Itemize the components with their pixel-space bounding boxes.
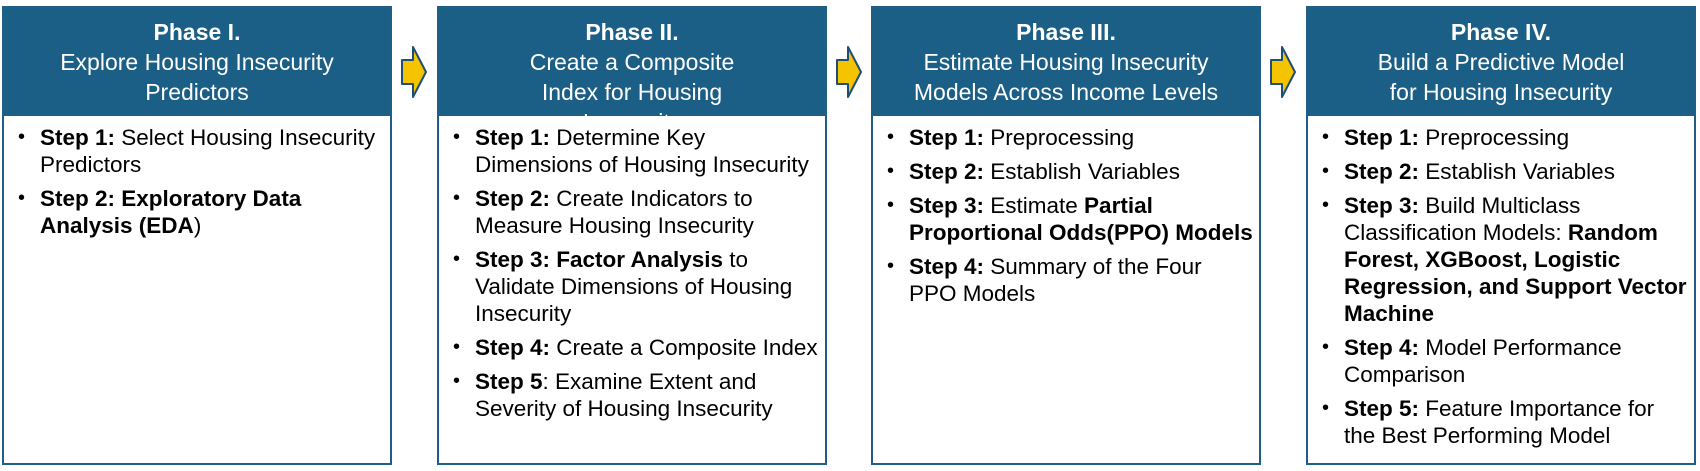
arrow-right-icon: [1270, 46, 1296, 98]
phase-box-4: Phase IV. Build a Predictive Model for H…: [1306, 6, 1696, 465]
step-text: to Validate Dimensions of Housing Insecu…: [475, 247, 793, 326]
phase-box-3: Phase III. Estimate Housing Insecurity M…: [871, 6, 1261, 465]
phase-title-2: Phase II.: [585, 19, 679, 45]
step-item: Step 4: Model Performance Comparison: [1320, 334, 1688, 388]
phase-header-2: Phase II. Create a Composite Index for H…: [439, 8, 825, 135]
phase-header-3: Phase III. Estimate Housing Insecurity M…: [873, 8, 1259, 116]
step-item: Step 1: Determine Key Dimensions of Hous…: [451, 124, 819, 178]
step-item: Step 1: Preprocessing: [885, 124, 1253, 151]
phase-title-1: Phase I.: [153, 19, 241, 45]
step-bold-text: Random Forest, XGBoost, Logistic Regress…: [1344, 220, 1687, 326]
step-bold-text: Step 3:: [1344, 193, 1420, 218]
step-item: Step 2: Exploratory Data Analysis (EDA): [16, 185, 384, 239]
arrow-right-icon: [836, 46, 862, 98]
phase-box-2: Phase II. Create a Composite Index for H…: [437, 6, 827, 465]
step-bold-text: Step 1:: [475, 125, 551, 150]
step-bold-text: Step 2:: [1344, 159, 1420, 184]
step-bold-text: Step 4:: [475, 335, 551, 360]
step-text: Determine Key Dimensions of Housing Inse…: [475, 125, 809, 177]
step-bold-text: Step 4:: [909, 254, 985, 279]
step-item: Step 5: Examine Extent and Severity of H…: [451, 368, 819, 422]
step-item: Step 1: Select Housing Insecurity Predic…: [16, 124, 384, 178]
step-item: Step 4: Create a Composite Index: [451, 334, 819, 361]
step-bold-text: Step 3:: [909, 193, 985, 218]
phase-subtitle-1: Explore Housing Insecurity Predictors: [60, 49, 334, 105]
phase-title-4: Phase IV.: [1450, 19, 1552, 45]
step-item: Step 3: Build Multiclass Classification …: [1320, 192, 1688, 327]
phase-header-4: Phase IV. Build a Predictive Model for H…: [1308, 8, 1694, 116]
step-item: Step 3: Estimate Partial Proportional Od…: [885, 192, 1253, 246]
phase-steps-1: Step 1: Select Housing Insecurity Predic…: [4, 116, 390, 239]
step-text: Model Performance Comparison: [1344, 335, 1622, 387]
step-bold-text: Step 2:: [475, 186, 551, 211]
step-text: Summary of the Four PPO Models: [909, 254, 1202, 306]
phase-box-1: Phase I. Explore Housing Insecurity Pred…: [2, 6, 392, 465]
step-bold-text: Step 1:: [1344, 125, 1420, 150]
step-text: Preprocessing: [1419, 125, 1570, 150]
step-bold-text: Step 1:: [40, 125, 116, 150]
step-text: Create Indicators to Measure Housing Ins…: [475, 186, 754, 238]
arrow-right-icon: [401, 46, 427, 98]
step-text: Build Multiclass Classification Models:: [1344, 193, 1581, 245]
step-bold-text: Step 2: Exploratory Data Analysis (EDA: [40, 186, 302, 238]
step-item: Step 4: Summary of the Four PPO Models: [885, 253, 1253, 307]
step-text: Establish Variables: [1419, 159, 1615, 184]
step-bold-text: Partial Proportional Odds(PPO) Models: [909, 193, 1253, 245]
step-item: Step 2: Create Indicators to Measure Hou…: [451, 185, 819, 239]
step-text: Estimate: [984, 193, 1085, 218]
step-text: Feature Importance for the Best Performi…: [1344, 396, 1655, 448]
step-bold-text: Step 5: [475, 369, 543, 394]
step-text: Create a Composite Index: [550, 335, 818, 360]
step-bold-text: Step 5:: [1344, 396, 1420, 421]
phase-title-3: Phase III.: [1016, 19, 1116, 45]
phase-steps-2: Step 1: Determine Key Dimensions of Hous…: [439, 116, 825, 422]
phase-steps-4: Step 1: Preprocessing Step 2: Establish V…: [1308, 116, 1694, 449]
phase-header-1: Phase I. Explore Housing Insecurity Pred…: [4, 8, 390, 116]
step-text: Select Housing Insecurity Predictors: [40, 125, 376, 177]
step-item: Step 2: Establish Variables: [885, 158, 1253, 185]
step-item: Step 1: Preprocessing: [1320, 124, 1688, 151]
step-item: Step 3: Factor Analysis to Validate Dime…: [451, 246, 819, 327]
step-bold-text: Step 3: Factor Analysis: [475, 247, 723, 272]
step-item: Step 2: Establish Variables: [1320, 158, 1688, 185]
step-text: Establish Variables: [984, 159, 1180, 184]
step-text: ): [193, 213, 202, 238]
step-text: : Examine Extent and Severity of Housing…: [475, 369, 773, 421]
step-bold-text: Step 4:: [1344, 335, 1420, 360]
step-bold-text: Step 2:: [909, 159, 985, 184]
phase-subtitle-4: Build a Predictive Model for Housing Ins…: [1377, 49, 1625, 105]
phase-subtitle-3: Estimate Housing Insecurity Models Acros…: [913, 49, 1219, 105]
step-item: Step 5: Feature Importance for the Best …: [1320, 395, 1688, 449]
phase-steps-3: Step 1: Preprocessing Step 2: Establish V…: [873, 116, 1259, 307]
step-bold-text: Step 1:: [909, 125, 985, 150]
step-text: Preprocessing: [984, 125, 1135, 150]
